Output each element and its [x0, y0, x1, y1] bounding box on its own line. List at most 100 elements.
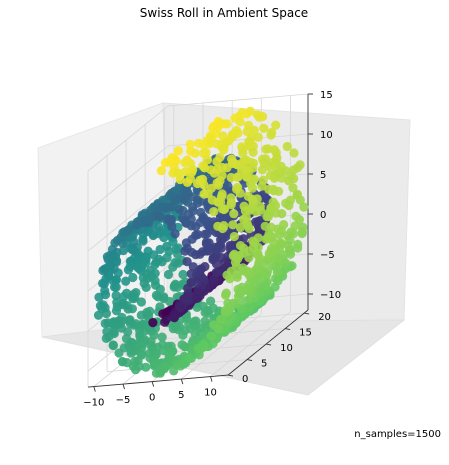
- data-point: [94, 292, 104, 302]
- data-point: [207, 195, 217, 205]
- data-point: [235, 241, 246, 251]
- data-point: [220, 305, 230, 316]
- data-point: [219, 145, 229, 155]
- data-point: [251, 217, 261, 227]
- data-point: [260, 221, 270, 231]
- data-point: [198, 148, 209, 158]
- data-point: [228, 157, 238, 167]
- data-point: [257, 165, 267, 175]
- data-point: [209, 320, 219, 330]
- data-point: [168, 262, 178, 272]
- data-point: [105, 250, 115, 260]
- x-tick-label: −10: [83, 398, 104, 409]
- x-tick-label: 10: [204, 388, 217, 399]
- sample-count-annotation: n_samples=1500: [354, 429, 441, 440]
- data-point: [139, 278, 149, 288]
- data-point: [233, 284, 243, 294]
- data-point: [168, 312, 178, 322]
- data-point: [155, 365, 165, 375]
- data-point: [178, 330, 188, 340]
- data-point: [114, 348, 124, 358]
- data-point: [245, 140, 255, 150]
- data-point: [192, 178, 203, 189]
- data-point: [98, 265, 108, 276]
- plot-area: −10 −5 0 5 10 0 5 10 15 20 −10 −5 0 5 10 15: [37, 90, 411, 409]
- data-point: [252, 110, 263, 120]
- data-point: [248, 147, 258, 157]
- data-point: [225, 240, 235, 251]
- x-tick-mark: [151, 381, 155, 387]
- data-point: [182, 257, 192, 267]
- data-point: [108, 340, 118, 350]
- data-point: [226, 172, 236, 183]
- data-point: [201, 239, 211, 249]
- z-tick-label: 15: [320, 90, 333, 101]
- data-point: [229, 209, 239, 219]
- data-point: [160, 317, 170, 327]
- data-point: [281, 198, 291, 208]
- data-point: [175, 174, 185, 185]
- data-point: [299, 202, 309, 212]
- data-point: [100, 286, 110, 296]
- data-point: [209, 168, 219, 178]
- data-point: [238, 148, 248, 158]
- data-point: [178, 269, 188, 280]
- y-tick-mark: [246, 359, 253, 362]
- data-point: [188, 262, 198, 272]
- data-point: [180, 195, 190, 205]
- y-tick-label: 15: [299, 328, 312, 339]
- data-point: [239, 214, 249, 225]
- data-point: [245, 303, 255, 313]
- data-point: [128, 272, 138, 283]
- data-point: [229, 231, 239, 242]
- z-tick-label: 10: [320, 130, 333, 141]
- x-tick-label: −5: [116, 395, 131, 406]
- data-point: [183, 283, 193, 293]
- data-point: [241, 296, 251, 306]
- data-point: [297, 227, 307, 237]
- data-point: [111, 306, 122, 316]
- data-point: [264, 248, 274, 259]
- data-point: [151, 290, 161, 300]
- data-point: [100, 318, 110, 329]
- y-tick-mark: [227, 374, 234, 377]
- data-point: [244, 224, 254, 234]
- data-point: [247, 183, 258, 193]
- y-tick-mark: [304, 312, 310, 315]
- data-point: [194, 138, 204, 148]
- data-point: [211, 267, 221, 277]
- data-point: [170, 229, 180, 239]
- data-point: [93, 310, 104, 320]
- data-point: [199, 189, 209, 199]
- data-point: [184, 353, 194, 363]
- data-point: [209, 207, 219, 217]
- data-point: [136, 310, 146, 320]
- data-point: [263, 144, 273, 154]
- data-point: [196, 342, 206, 352]
- data-point: [206, 331, 216, 341]
- data-point: [216, 314, 226, 325]
- data-point: [243, 191, 253, 201]
- data-point: [266, 130, 276, 140]
- data-point: [233, 291, 243, 301]
- data-point: [167, 221, 177, 231]
- data-point: [228, 251, 238, 261]
- data-point: [213, 180, 223, 190]
- data-point: [169, 366, 179, 376]
- data-point: [157, 332, 167, 342]
- data-point: [155, 212, 165, 222]
- data-point: [291, 211, 301, 221]
- data-point: [242, 172, 252, 182]
- data-point: [219, 204, 229, 215]
- data-point: [237, 107, 247, 118]
- axis-lines: [87, 93, 313, 392]
- y-tick-label: 5: [261, 359, 267, 370]
- z-tick-label: 5: [320, 170, 326, 181]
- data-point: [138, 236, 148, 246]
- x-tick-label: 0: [149, 393, 155, 404]
- data-point: [253, 132, 263, 142]
- data-point: [228, 220, 238, 230]
- data-point: [150, 280, 161, 290]
- data-point: [173, 146, 183, 156]
- chart-title: Swiss Roll in Ambient Space: [140, 6, 308, 20]
